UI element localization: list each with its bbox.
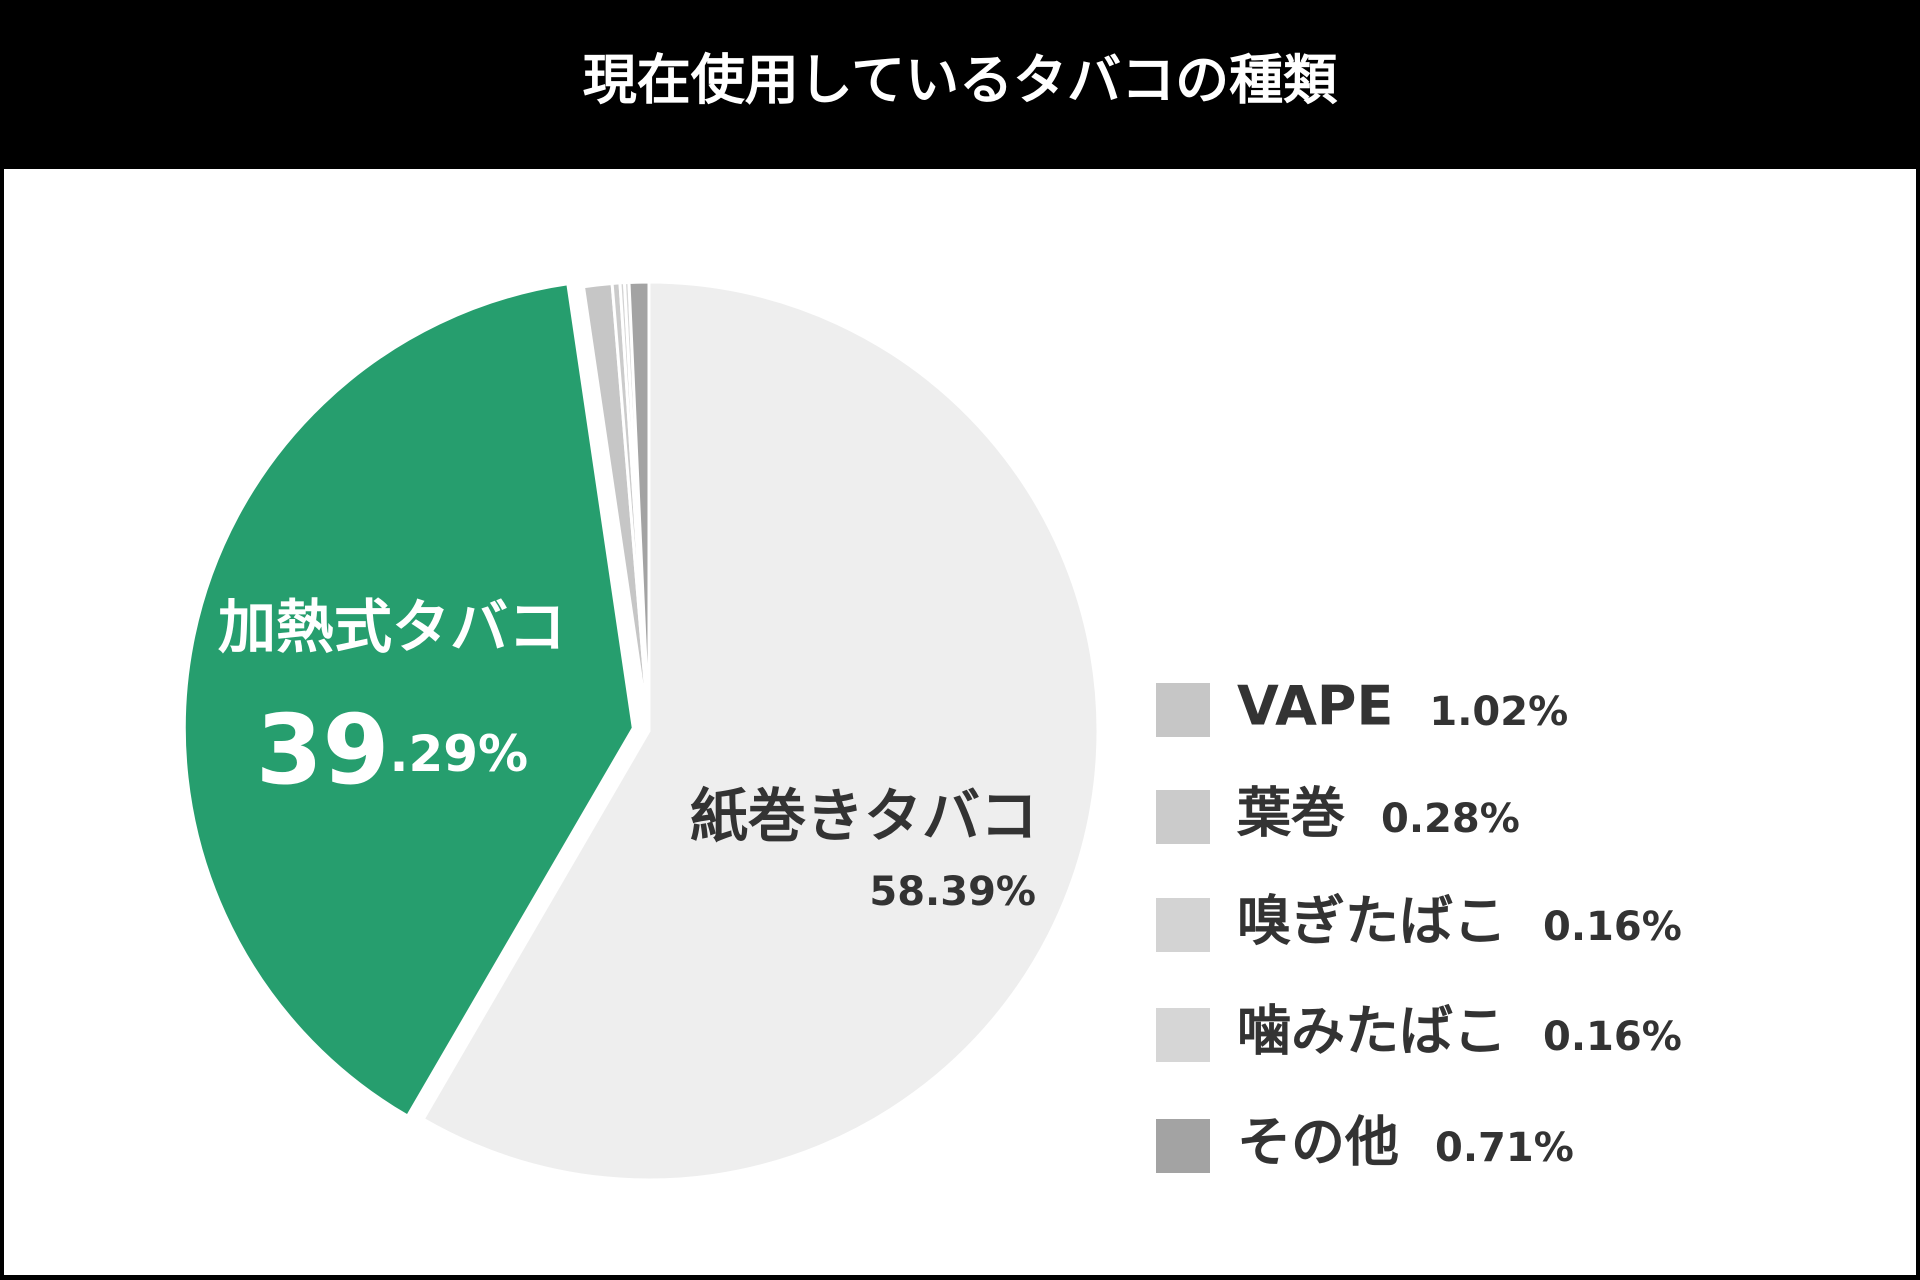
legend-swatch (1156, 790, 1210, 844)
legend-value: 0.28% (1381, 796, 1520, 842)
legend-value: 0.16% (1543, 904, 1682, 950)
pie-slice (627, 280, 651, 732)
slice-value: 39.29% (256, 694, 528, 806)
legend-label: その他 (1237, 1111, 1399, 1174)
chart-title: 現在使用しているタバコの種類 (583, 49, 1338, 112)
slice-label: 加熱式タバコ (218, 593, 566, 661)
legend-swatch (1156, 683, 1210, 737)
legend-label: 嗅ぎたばこ (1237, 890, 1507, 953)
pie-slice (421, 280, 1100, 1182)
legend-value: 0.16% (1543, 1014, 1682, 1060)
legend-value: 1.02% (1429, 689, 1568, 735)
legend-label: VAPE (1237, 675, 1393, 738)
legend-value: 0.71% (1435, 1125, 1574, 1171)
legend-label: 噛みたばこ (1237, 1000, 1507, 1063)
labels: 加熱式タバコ 39.29% 紙巻きタバコ 58.39% (218, 593, 1038, 915)
legend-swatch (1156, 1119, 1210, 1173)
legend: VAPE 1.02% 葉巻 0.28% 嗅ぎたばこ 0.16% 噛みたばこ 0.16% その他 0… (1156, 675, 1682, 1174)
legend-label: 葉巻 (1236, 782, 1345, 845)
slice-value: 58.39% (869, 869, 1036, 915)
pie (182, 280, 1100, 1182)
legend-swatch (1156, 898, 1210, 952)
legend-swatch (1156, 1008, 1210, 1062)
pie-slice (182, 282, 635, 1119)
slice-label: 紙巻きタバコ (690, 782, 1038, 850)
